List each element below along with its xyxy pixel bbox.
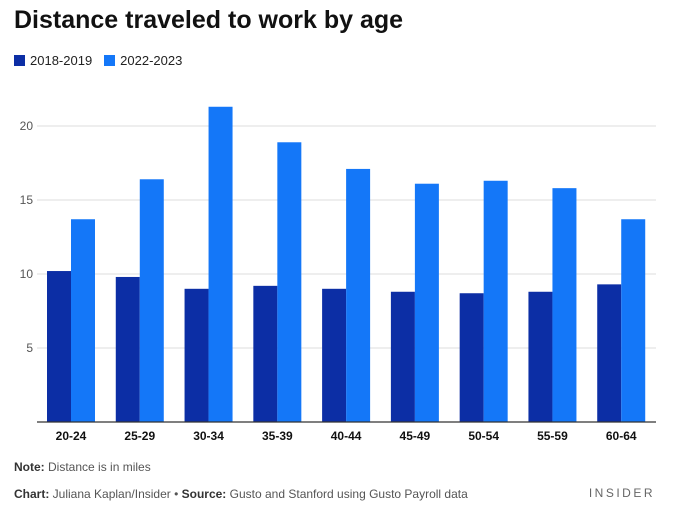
bar-2018-2019-60-64 xyxy=(597,284,622,422)
legend-item-2018-2019: 2018-2019 xyxy=(14,53,92,68)
legend-label-2022-2023: 2022-2023 xyxy=(120,53,183,68)
x-tick-label-60-64: 60-64 xyxy=(606,429,637,443)
y-tick-label-15: 15 xyxy=(20,193,34,207)
x-tick-label-45-49: 45-49 xyxy=(400,429,431,443)
bar-2018-2019-50-54 xyxy=(459,293,484,422)
bar-2018-2019-45-49 xyxy=(390,291,415,422)
x-tick-label-40-44: 40-44 xyxy=(331,429,362,443)
legend-item-2022-2023: 2022-2023 xyxy=(104,53,182,68)
insider-logo: INSIDER xyxy=(588,486,655,500)
bar-2022-2023-25-29 xyxy=(139,179,164,422)
bar-2018-2019-20-24 xyxy=(47,271,71,422)
x-tick-label-55-59: 55-59 xyxy=(537,429,568,443)
legend: 2018-2019 2022-2023 xyxy=(14,53,194,68)
note-label: Note: xyxy=(14,460,45,474)
x-tick-label-50-54: 50-54 xyxy=(468,429,499,443)
bar-2022-2023-20-24 xyxy=(71,219,95,422)
bar-2022-2023-45-49 xyxy=(414,183,439,422)
bar-2018-2019-40-44 xyxy=(322,288,347,422)
chart-credit-label: Chart: xyxy=(14,487,50,501)
y-tick-label-10: 10 xyxy=(20,267,34,281)
bar-2018-2019-25-29 xyxy=(115,276,140,422)
chart-title: Distance traveled to work by age xyxy=(14,6,404,34)
legend-swatch-2022-2023 xyxy=(104,55,116,66)
bar-2022-2023-60-64 xyxy=(621,219,646,422)
y-tick-label-5: 5 xyxy=(26,341,33,355)
bar-2022-2023-50-54 xyxy=(483,180,508,422)
bar-2018-2019-30-34 xyxy=(184,288,209,422)
x-tick-label-20-24: 20-24 xyxy=(56,429,87,443)
chart-note: Note: Distance is in miles xyxy=(14,460,151,474)
source-text: Gusto and Stanford using Gusto Payroll d… xyxy=(226,487,468,501)
x-tick-label-25-29: 25-29 xyxy=(124,429,155,443)
bar-2022-2023-30-34 xyxy=(208,106,233,422)
bar-2022-2023-35-39 xyxy=(277,142,302,422)
bar-2022-2023-40-44 xyxy=(346,168,371,422)
note-text: Distance is in miles xyxy=(44,460,151,474)
bar-2022-2023-55-59 xyxy=(552,188,577,422)
x-tick-label-30-34: 30-34 xyxy=(193,429,224,443)
bar-2018-2019-55-59 xyxy=(528,291,553,422)
legend-label-2018-2019: 2018-2019 xyxy=(30,53,93,68)
chart-credit: Chart: Juliana Kaplan/Insider • Source: … xyxy=(14,487,468,501)
legend-swatch-2018-2019 xyxy=(14,55,25,66)
bar-2018-2019-35-39 xyxy=(253,285,278,422)
y-tick-label-20: 20 xyxy=(20,119,34,133)
chart-credit-text: Juliana Kaplan/Insider • xyxy=(49,487,182,501)
x-tick-label-35-39: 35-39 xyxy=(262,429,293,443)
source-label: Source: xyxy=(181,487,227,501)
